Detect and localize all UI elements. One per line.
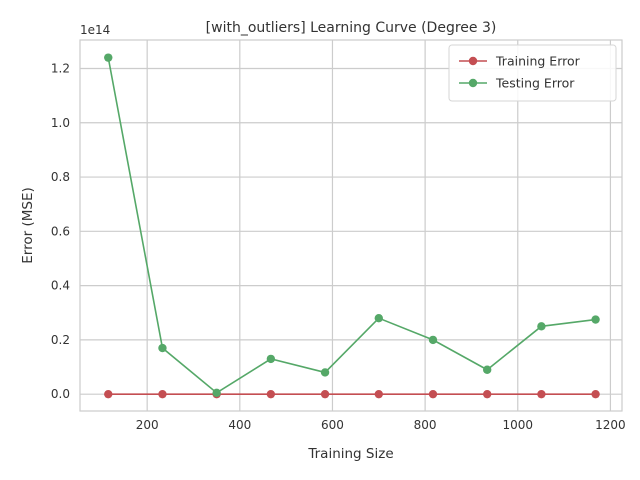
y-tick-label: 1.0 [51,116,70,130]
data-point [482,389,492,399]
legend-marker [468,78,478,88]
data-point [266,354,276,364]
legend-item: Testing Error [459,76,575,91]
y-axis-label: Error (MSE) [20,187,36,263]
data-point [428,389,438,399]
x-tick-label: 600 [321,418,344,432]
data-point [591,315,600,324]
data-point [158,343,167,353]
data-point [374,313,383,323]
y-tick-label: 0.0 [51,387,70,401]
x-tick-label: 1200 [595,418,626,432]
data-point [158,389,167,399]
legend-label: Testing Error [495,76,575,91]
x-tick-labels: 200 400 600 800 1000 1200 [136,418,626,432]
data-point [266,389,276,399]
series-layer [104,53,600,399]
data-point [104,389,113,399]
legend-label: Training Error [495,54,581,69]
series-training-error [104,389,600,399]
data-point [537,322,546,331]
legend-marker [468,56,478,66]
x-tick-label: 1000 [502,418,533,432]
x-tick-label: 800 [414,418,437,432]
legend-item: Training Error [459,54,581,69]
data-point [320,389,330,399]
series-testing-error [104,53,600,398]
legend-box [448,44,617,102]
plot-frame [79,39,623,412]
y-tick-label: 0.6 [51,224,70,238]
y-tick-label: 0.4 [51,279,70,293]
x-tick-label: 200 [136,418,159,432]
y-offset-label: 1e14 [80,23,110,37]
data-point [428,335,438,345]
y-tick-label: 1.2 [51,61,70,75]
plot-area [80,40,622,411]
x-tick-label: 400 [228,418,251,432]
data-point [591,389,600,399]
series-line [107,57,596,394]
data-point [374,389,383,399]
data-point [320,368,330,377]
y-tick-label: 0.2 [51,333,70,347]
data-point [537,389,546,399]
legend: Training Error Testing Error [448,44,617,102]
y-tick-labels: 0.0 0.2 0.4 0.6 0.8 1.0 1.2 [51,61,70,401]
y-tick-label: 0.8 [51,170,70,184]
data-point [104,53,113,62]
data-point [482,365,492,374]
chart-title: [with_outliers] Learning Curve (Degree 3… [206,20,497,36]
data-point [212,388,221,398]
x-axis-label: Training Size [307,446,393,462]
